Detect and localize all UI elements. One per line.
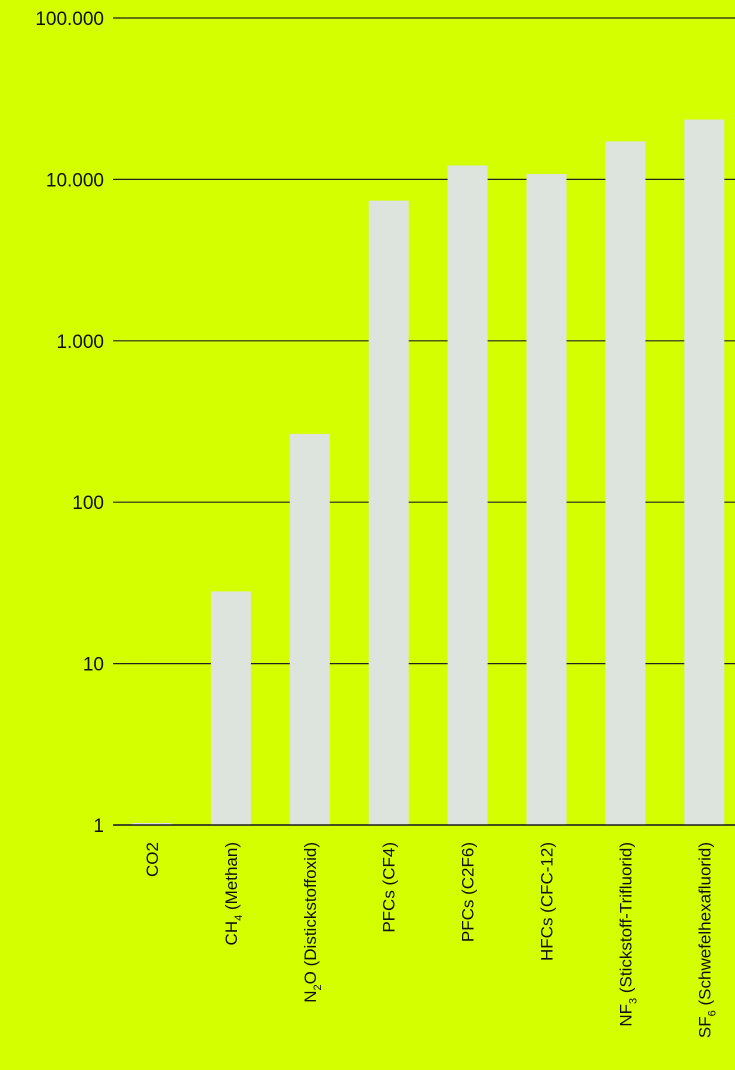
y-tick-label: 100.000 xyxy=(35,9,104,30)
y-tick-label: 1 xyxy=(93,816,104,837)
bar-1 xyxy=(210,591,251,825)
x-category-label: PFCs (CF4) xyxy=(380,842,399,933)
y-tick-label: 10 xyxy=(83,655,104,676)
x-category-label: NF3 (Stickstoff-Trifluorid) xyxy=(616,842,639,1027)
bar-7 xyxy=(684,119,725,825)
x-category-label: CH4 (Methan) xyxy=(222,842,245,945)
x-category-label: SF6 (Schwefelhexafluorid) xyxy=(695,842,718,1038)
bar-6 xyxy=(605,141,646,825)
y-tick-label: 1.000 xyxy=(56,332,104,353)
x-category-label: N2O (Distickstoffoxid) xyxy=(301,842,324,1003)
bar-2 xyxy=(289,433,330,825)
x-category-label: HFCs (CFC-12) xyxy=(538,842,557,961)
bar-4 xyxy=(447,165,488,825)
bar-0 xyxy=(132,823,172,825)
y-tick-label: 100 xyxy=(72,493,104,514)
bar-3 xyxy=(368,200,409,826)
x-category-label: CO2 xyxy=(143,842,162,877)
y-tick-label: 10.000 xyxy=(46,170,104,191)
x-category-label: PFCs (C2F6) xyxy=(459,842,478,942)
bar-5 xyxy=(526,174,567,826)
